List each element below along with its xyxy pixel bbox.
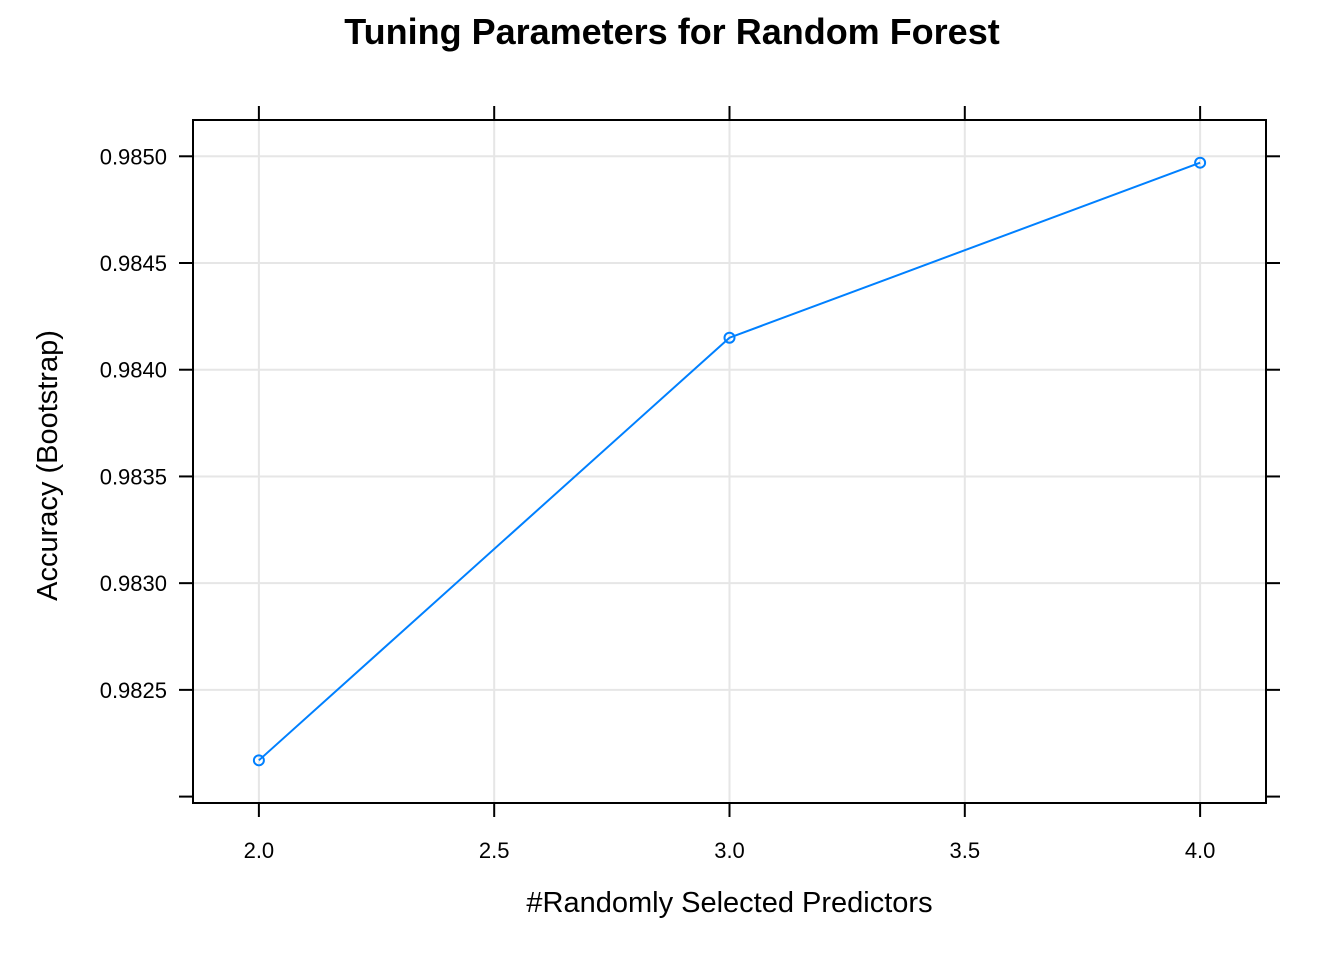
chart-title: Tuning Parameters for Random Forest — [344, 11, 999, 52]
x-axis-label: #Randomly Selected Predictors — [526, 887, 932, 919]
y-tick-label: 0.9850 — [100, 144, 167, 169]
x-tick-label: 2.5 — [479, 838, 510, 863]
y-tick-label: 0.9835 — [100, 464, 167, 489]
data-point — [723, 331, 736, 344]
x-tick-label: 3.0 — [714, 838, 745, 863]
data-point — [1194, 156, 1207, 169]
data-point — [252, 754, 265, 767]
y-tick-label: 0.9825 — [100, 678, 167, 703]
grid-layer — [193, 120, 1266, 803]
series-line — [258, 161, 1201, 762]
series-layer — [252, 156, 1207, 767]
y-tick-label: 0.9845 — [100, 251, 167, 276]
y-tick-label: 0.9840 — [100, 358, 167, 383]
y-tick-label: 0.9830 — [100, 571, 167, 596]
y-axis-label: Accuracy (Bootstrap) — [32, 330, 64, 601]
ticks-layer: 2.0 2.5 3.0 3.5 4.0 0.9825 0.9830 0.9835 0.9840 0… — [100, 106, 1280, 863]
x-tick-label: 3.5 — [950, 838, 981, 863]
x-tick-label: 4.0 — [1185, 838, 1216, 863]
x-tick-label: 2.0 — [244, 838, 275, 863]
